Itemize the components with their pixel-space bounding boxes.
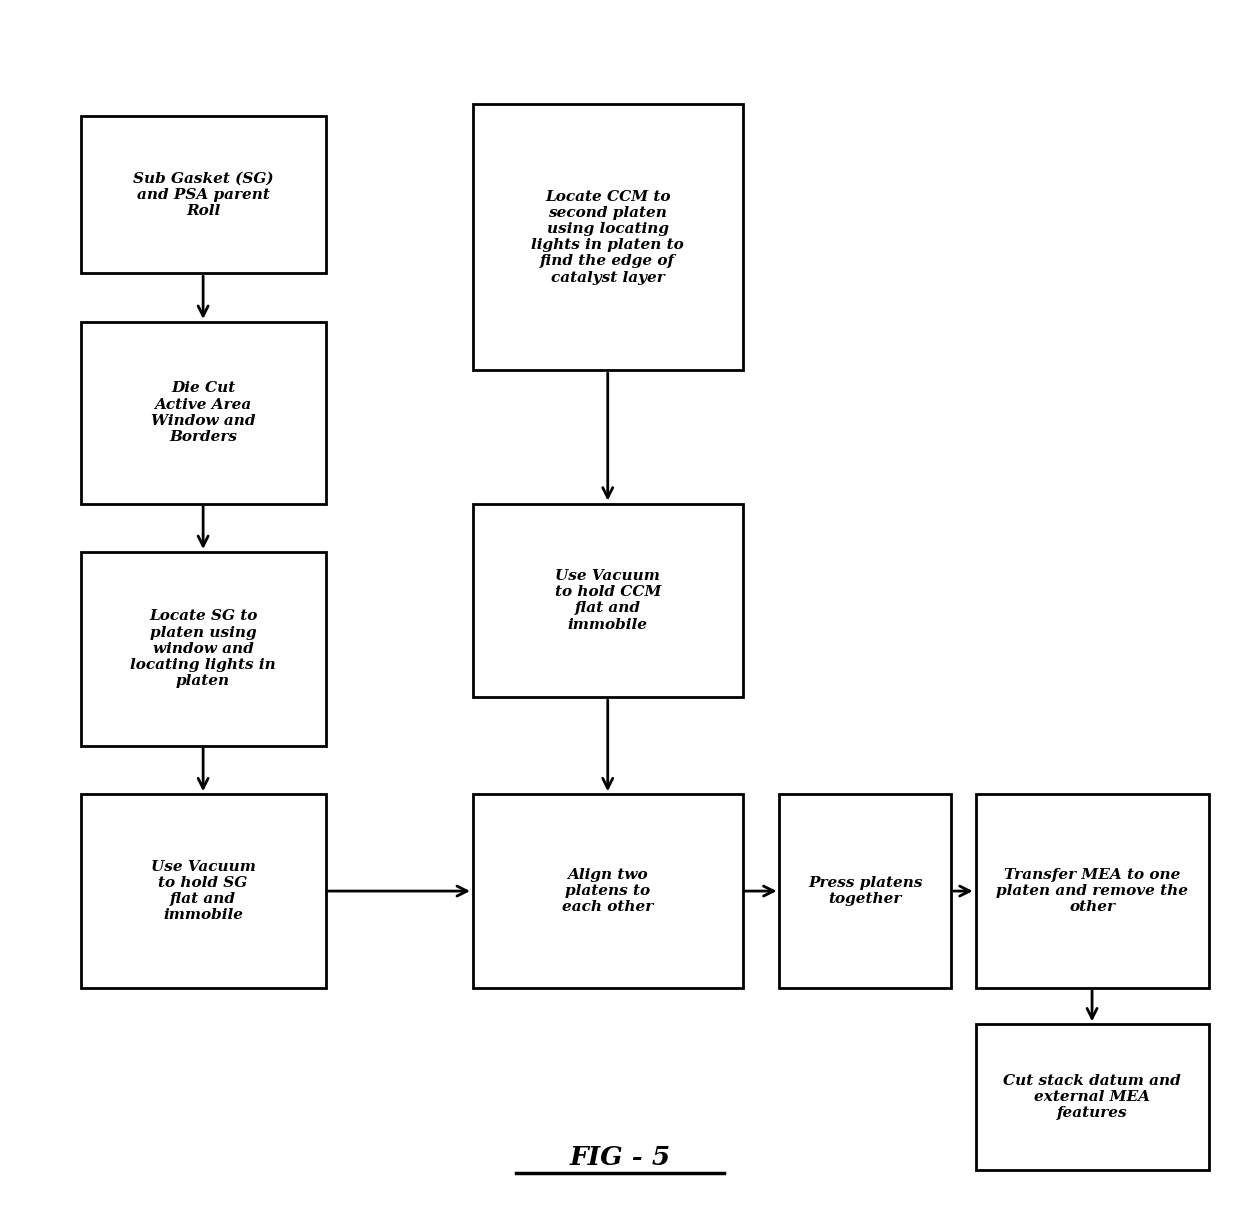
Text: FIG - 5: FIG - 5: [569, 1144, 671, 1170]
FancyBboxPatch shape: [976, 1024, 1209, 1170]
Text: Align two
platens to
each other: Align two platens to each other: [562, 867, 653, 914]
Text: Transfer MEA to one
platen and remove the
other: Transfer MEA to one platen and remove th…: [996, 867, 1188, 914]
Text: Die Cut
Active Area
Window and
Borders: Die Cut Active Area Window and Borders: [151, 381, 255, 443]
FancyBboxPatch shape: [81, 552, 326, 746]
Text: Locate CCM to
second platen
using locating
lights in platen to
find the edge of
: Locate CCM to second platen using locati…: [532, 190, 684, 284]
FancyBboxPatch shape: [472, 503, 743, 697]
Text: Use Vacuum
to hold CCM
flat and
immobile: Use Vacuum to hold CCM flat and immobile: [554, 570, 661, 632]
Text: Sub Gasket (SG)
and PSA parent
Roll: Sub Gasket (SG) and PSA parent Roll: [133, 172, 274, 218]
Text: Cut stack datum and
external MEA
features: Cut stack datum and external MEA feature…: [1003, 1074, 1180, 1120]
FancyBboxPatch shape: [976, 794, 1209, 987]
FancyBboxPatch shape: [472, 794, 743, 987]
FancyBboxPatch shape: [81, 116, 326, 273]
Text: Press platens
together: Press platens together: [808, 876, 923, 906]
Text: Use Vacuum
to hold SG
flat and
immobile: Use Vacuum to hold SG flat and immobile: [151, 860, 255, 922]
FancyBboxPatch shape: [780, 794, 951, 987]
FancyBboxPatch shape: [81, 322, 326, 503]
Text: Locate SG to
platen using
window and
locating lights in
platen: Locate SG to platen using window and loc…: [130, 609, 277, 688]
FancyBboxPatch shape: [472, 104, 743, 370]
FancyBboxPatch shape: [81, 794, 326, 987]
